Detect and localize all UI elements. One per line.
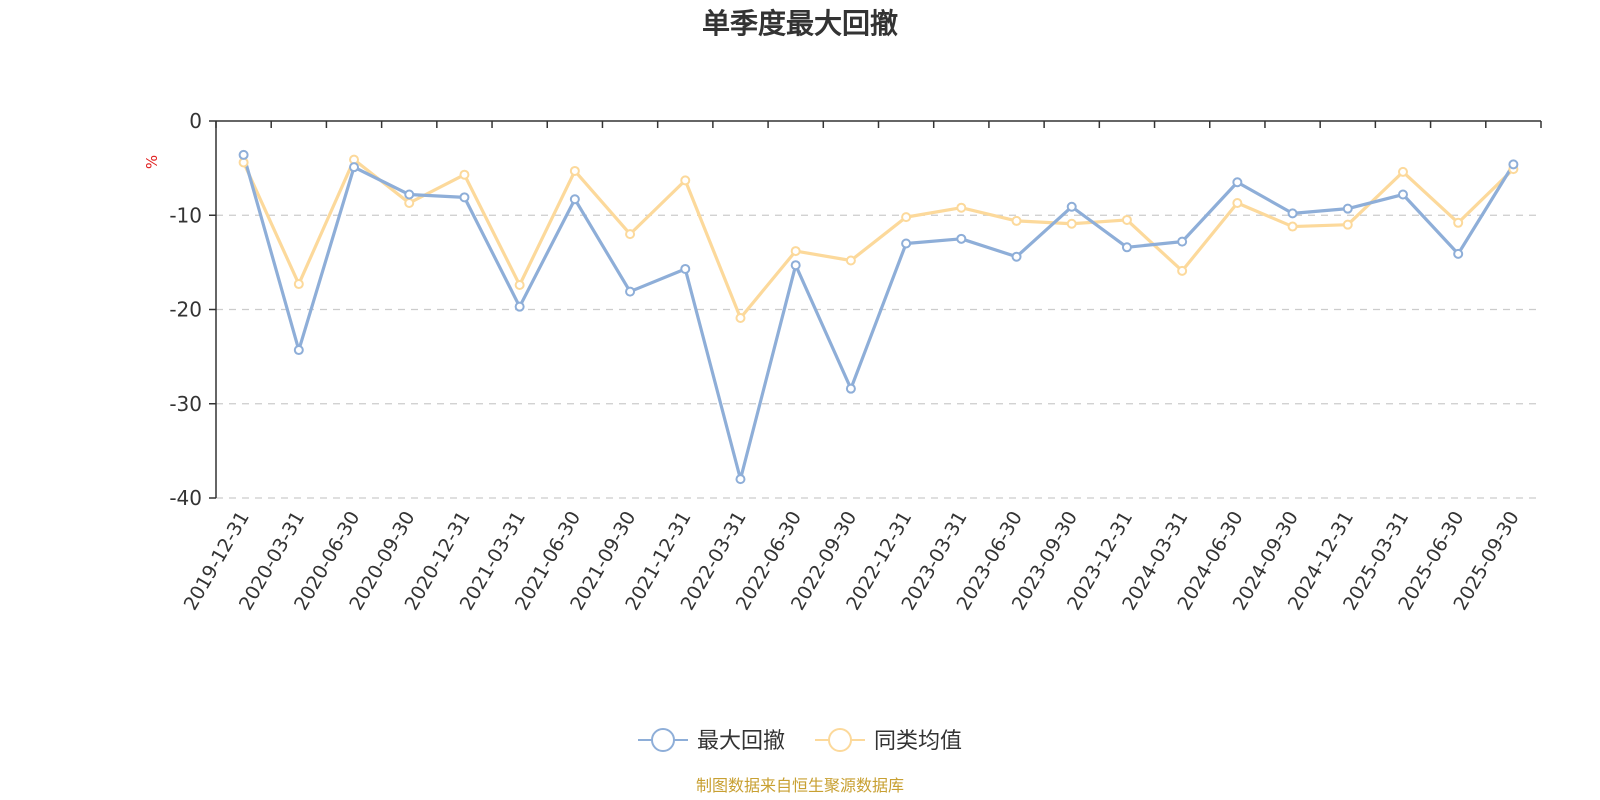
data-point: [459, 192, 470, 203]
data-point: [404, 189, 415, 200]
data-point: [514, 279, 525, 290]
grid-lines: [216, 214, 1541, 499]
data-point: [404, 197, 415, 208]
data-point: [1066, 201, 1077, 212]
data-point: [1287, 221, 1298, 232]
data-point: [1287, 208, 1298, 219]
data-point: [1121, 214, 1132, 225]
data-point: [956, 233, 967, 244]
data-point: [1453, 248, 1464, 259]
data-point: [735, 474, 746, 485]
data-point: [1397, 189, 1408, 200]
data-point: [569, 165, 580, 176]
data-point: [238, 149, 249, 160]
chart-title: 单季度最大回撤: [702, 7, 898, 40]
y-axis-unit: %: [143, 155, 161, 169]
y-tick-label: -20: [169, 298, 202, 322]
data-point: [680, 263, 691, 274]
source-note: 制图数据来自恒生聚源数据库: [696, 776, 904, 795]
data-point: [1177, 265, 1188, 276]
data-point: [680, 175, 691, 186]
legend-label: 最大回撤: [697, 729, 785, 754]
data-point: [735, 312, 746, 323]
y-axis-ticks: 0 -10 -20 -30 -40: [169, 109, 216, 510]
data-point: [1121, 242, 1132, 253]
data-point: [293, 345, 304, 356]
data-point: [349, 162, 360, 173]
series-0-points: [238, 149, 1519, 485]
data-point: [790, 246, 801, 257]
series-line: [242, 154, 1515, 481]
data-point: [956, 202, 967, 213]
data-point: [514, 301, 525, 312]
data-point: [1342, 203, 1353, 214]
data-point: [1342, 219, 1353, 230]
data-point: [845, 383, 856, 394]
series-layer: [238, 149, 1519, 485]
data-point: [625, 286, 636, 297]
data-point: [901, 212, 912, 223]
legend-item-1[interactable]: 同类均值: [815, 728, 962, 754]
series-1: [242, 158, 1515, 320]
data-point: [790, 260, 801, 271]
series-line: [242, 158, 1515, 320]
data-point: [569, 194, 580, 205]
legend-marker: [828, 728, 852, 752]
data-point: [1453, 217, 1464, 228]
data-point: [1177, 236, 1188, 247]
data-point: [1508, 159, 1519, 170]
data-point: [901, 238, 912, 249]
legend-label: 同类均值: [874, 729, 962, 754]
data-point: [1011, 215, 1022, 226]
series-0: [242, 154, 1515, 481]
series-1-points: [238, 154, 1519, 323]
y-tick-label: -40: [169, 486, 202, 510]
y-tick-label: -10: [169, 203, 202, 227]
data-point: [625, 229, 636, 240]
data-point: [845, 255, 856, 266]
legend-item-0[interactable]: 最大回撤: [638, 728, 785, 754]
legend[interactable]: 最大回撤 同类均值: [638, 728, 962, 754]
y-tick-label: 0: [189, 109, 202, 133]
data-point: [1011, 251, 1022, 262]
data-point: [1397, 166, 1408, 177]
legend-marker: [651, 728, 675, 752]
y-tick-label: -30: [169, 392, 202, 416]
data-point: [293, 279, 304, 290]
data-point: [1066, 218, 1077, 229]
data-point: [1232, 177, 1243, 188]
data-point: [1232, 197, 1243, 208]
data-point: [459, 169, 470, 180]
